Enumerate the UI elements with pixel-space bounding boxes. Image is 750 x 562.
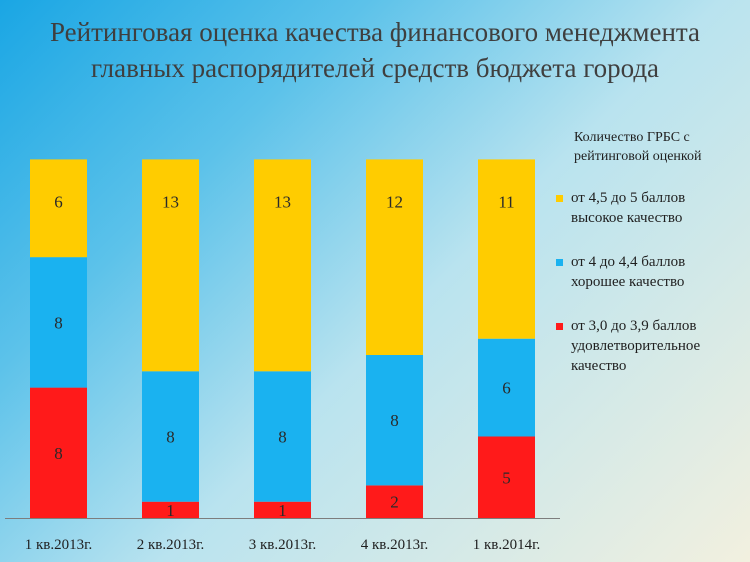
bar-segment-satisfactory (142, 501, 199, 518)
data-label: 8 (54, 444, 63, 463)
data-label: 6 (502, 379, 511, 398)
legend-label-high: от 4,5 до 5 баллов высокое качество (571, 190, 686, 226)
bar-segment-satisfactory (478, 436, 535, 518)
legend-item-good: от 4 до 4,4 баллов хорошее качество (556, 252, 746, 292)
data-label: 1 (278, 501, 287, 520)
data-label: 6 (54, 192, 63, 211)
bar-segment-high (254, 159, 311, 372)
data-label: 12 (386, 192, 403, 211)
chart-title: Рейтинговая оценка качества финансового … (0, 14, 750, 86)
data-label: 8 (278, 428, 287, 447)
data-label: 5 (502, 468, 511, 487)
bar-segment-high (366, 159, 423, 355)
legend-title: Количество ГРБС с рейтинговой оценкой (574, 130, 702, 164)
bar-segment-high (478, 159, 535, 339)
data-label: 2 (390, 493, 399, 512)
data-label: 13 (162, 192, 179, 211)
bar-segment-satisfactory (30, 387, 87, 518)
bar-segment-good (254, 371, 311, 502)
x-tick-label: 2 кв.2013г. (137, 537, 205, 553)
data-label: 8 (166, 428, 175, 447)
legend-label-good: от 4 до 4,4 баллов хорошее качество (571, 254, 686, 290)
bar-segment-high (142, 159, 199, 372)
bar-segment-good (478, 338, 535, 437)
x-tick-label: 3 кв.2013г. (249, 537, 317, 553)
bar-segment-high (30, 159, 87, 258)
legend-swatch-high (556, 195, 563, 202)
data-label: 8 (54, 313, 63, 332)
x-tick-label: 1 кв.2013г. (25, 537, 93, 553)
bar-segment-good (366, 355, 423, 486)
legend-item-satisfactory: от 3,0 до 3,9 баллов удовлетворительное … (556, 316, 746, 376)
legend-swatch-good (556, 259, 563, 266)
chart-legend: Количество ГРБС с рейтинговой оценкой от… (556, 128, 746, 400)
data-label: 13 (274, 192, 291, 211)
bar-segment-satisfactory (254, 501, 311, 518)
chart-title-line-1: Рейтинговая оценка качества финансового … (49, 17, 701, 47)
data-label: 11 (498, 192, 514, 211)
bar-segment-good (30, 257, 87, 388)
legend-label-satisfactory: от 3,0 до 3,9 баллов удовлетворительное … (571, 318, 701, 374)
data-label: 1 (166, 501, 175, 520)
legend-swatch-satisfactory (556, 323, 563, 330)
x-tick-label: 4 кв.2013г. (361, 537, 429, 553)
bar-segment-good (142, 371, 199, 502)
data-label: 8 (390, 411, 399, 430)
bar-segment-satisfactory (366, 485, 423, 518)
legend-item-high: от 4,5 до 5 баллов высокое качество (556, 188, 746, 228)
x-tick-label: 1 кв.2014г. (473, 537, 541, 553)
chart-title-line-2: главных распорядителей средств бюджета г… (90, 53, 660, 83)
